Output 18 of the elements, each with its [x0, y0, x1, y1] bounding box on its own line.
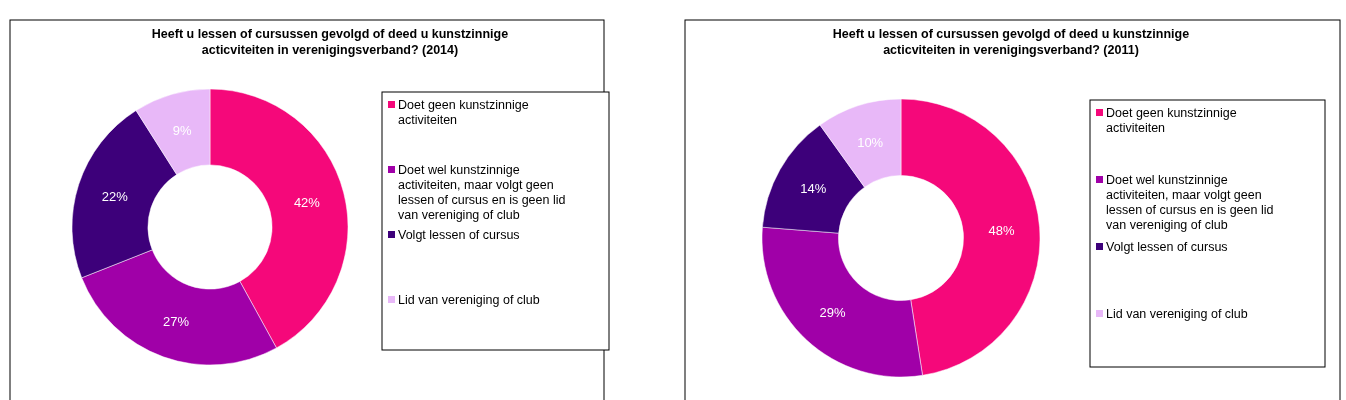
- legend-label: Doet wel kunstzinnige activiteiten, maar volgt geen lessen of cursus en is geen lid van vereniging of club: [1106, 173, 1274, 232]
- chart-title: Heeft u lessen of cursussen gevolgd of deed u kunstzinnige acticviteiten in verenigingsverband? (2011): [832, 27, 1190, 57]
- legend-label: Lid van vereniging of club: [1106, 307, 1248, 321]
- data-label: 14%: [800, 181, 827, 197]
- legend-label: Volgt lessen of cursus: [1106, 240, 1228, 254]
- legend-label: Volgt lessen of cursus: [398, 228, 520, 242]
- legend-label: Doet geen kunstzinnige activiteiten: [398, 98, 529, 127]
- legend-label: Doet geen kunstzinnige activiteiten: [1106, 106, 1237, 135]
- data-label: 42%: [293, 194, 321, 210]
- legend-label: Lid van vereniging of club: [398, 293, 540, 307]
- data-label: 22%: [101, 188, 129, 204]
- data-label: 48%: [988, 222, 1015, 238]
- data-label: 10%: [857, 134, 884, 150]
- chart-title: Heeft u lessen of cursussen gevolgd of deed u kunstzinnige acticviteiten in verenigingsverband? (2014): [151, 27, 509, 57]
- data-label: 9%: [172, 123, 192, 139]
- data-label: 27%: [163, 313, 190, 329]
- data-label: 29%: [819, 304, 847, 320]
- legend-label: Doet wel kunstzinnige activiteiten, maar volgt geen lessen of cursus en is geen lid van vereniging of club: [398, 163, 566, 222]
